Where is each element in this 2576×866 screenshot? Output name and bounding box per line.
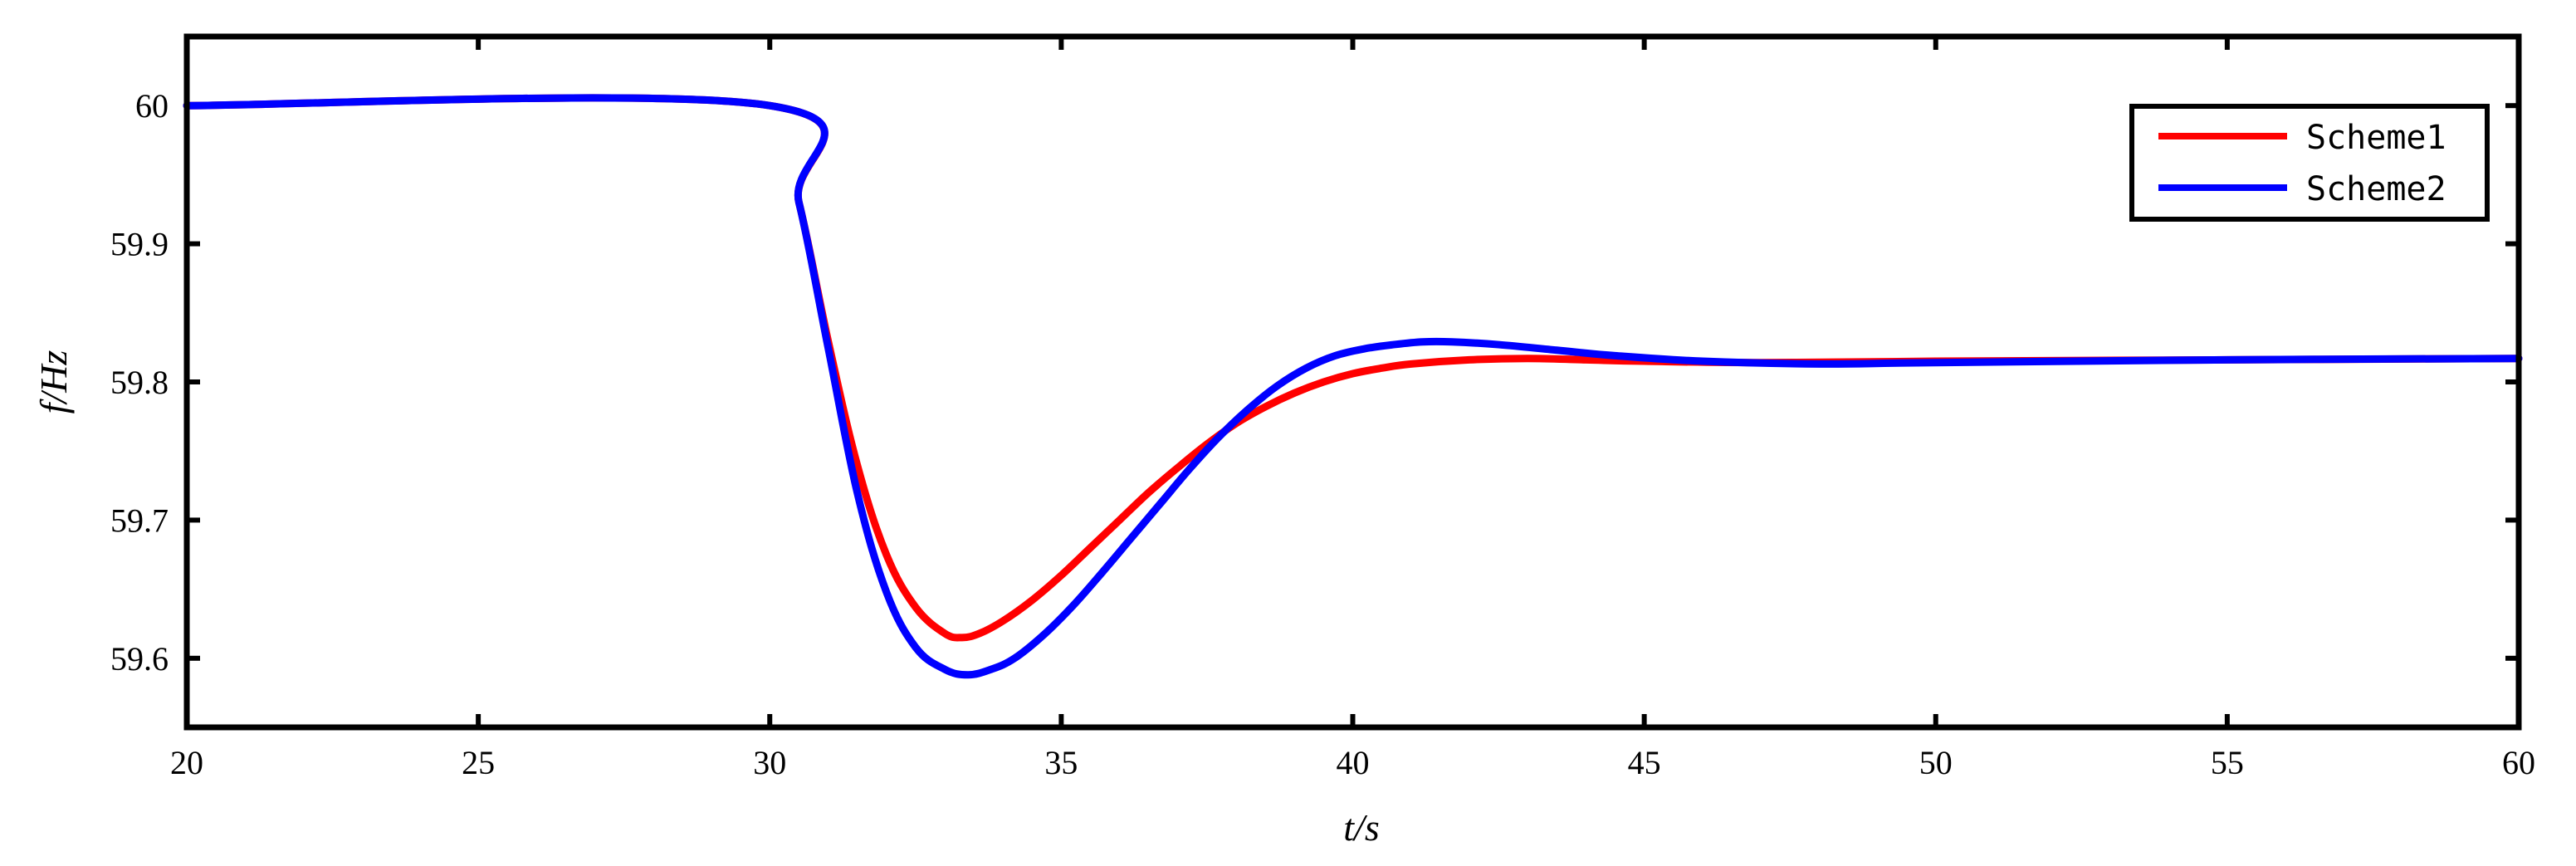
x-tick-label: 20: [170, 744, 203, 781]
x-tick-label: 30: [753, 744, 786, 781]
legend-label-scheme1: Scheme1: [2306, 119, 2446, 157]
series-line-scheme2: [183, 94, 2523, 679]
x-tick-label: 35: [1044, 744, 1078, 781]
x-tick-labels: 20 25 30 35 40 45 50 55 60: [170, 744, 2535, 781]
series-layer: [183, 94, 2523, 679]
x-tick-label: 45: [1628, 744, 1661, 781]
y-tick-labels: 59.6 59.7 59.8 59.9 60: [110, 87, 169, 678]
y-axis-title: f/Hz: [32, 350, 75, 414]
legend-box: [2129, 104, 2490, 222]
plot-area-frame: [183, 33, 2522, 731]
x-tick-label: 25: [462, 744, 495, 781]
x-tick-label: 40: [1337, 744, 1370, 781]
y-tick-label: 59.7: [110, 501, 169, 539]
y-tick-label: 60: [135, 87, 169, 125]
y-tick-label: 59.6: [110, 640, 169, 678]
x-tick-label: 55: [2211, 744, 2244, 781]
legend-label-scheme2: Scheme2: [2306, 170, 2446, 208]
legend: Scheme1 Scheme2: [2129, 104, 2490, 222]
x-tick-label: 50: [1919, 744, 1953, 781]
x-axis-title: t/s: [1343, 806, 1379, 849]
x-tick-label: 60: [2502, 744, 2535, 781]
y-tick-label: 59.9: [110, 226, 169, 263]
y-tick-label: 59.8: [110, 364, 169, 401]
